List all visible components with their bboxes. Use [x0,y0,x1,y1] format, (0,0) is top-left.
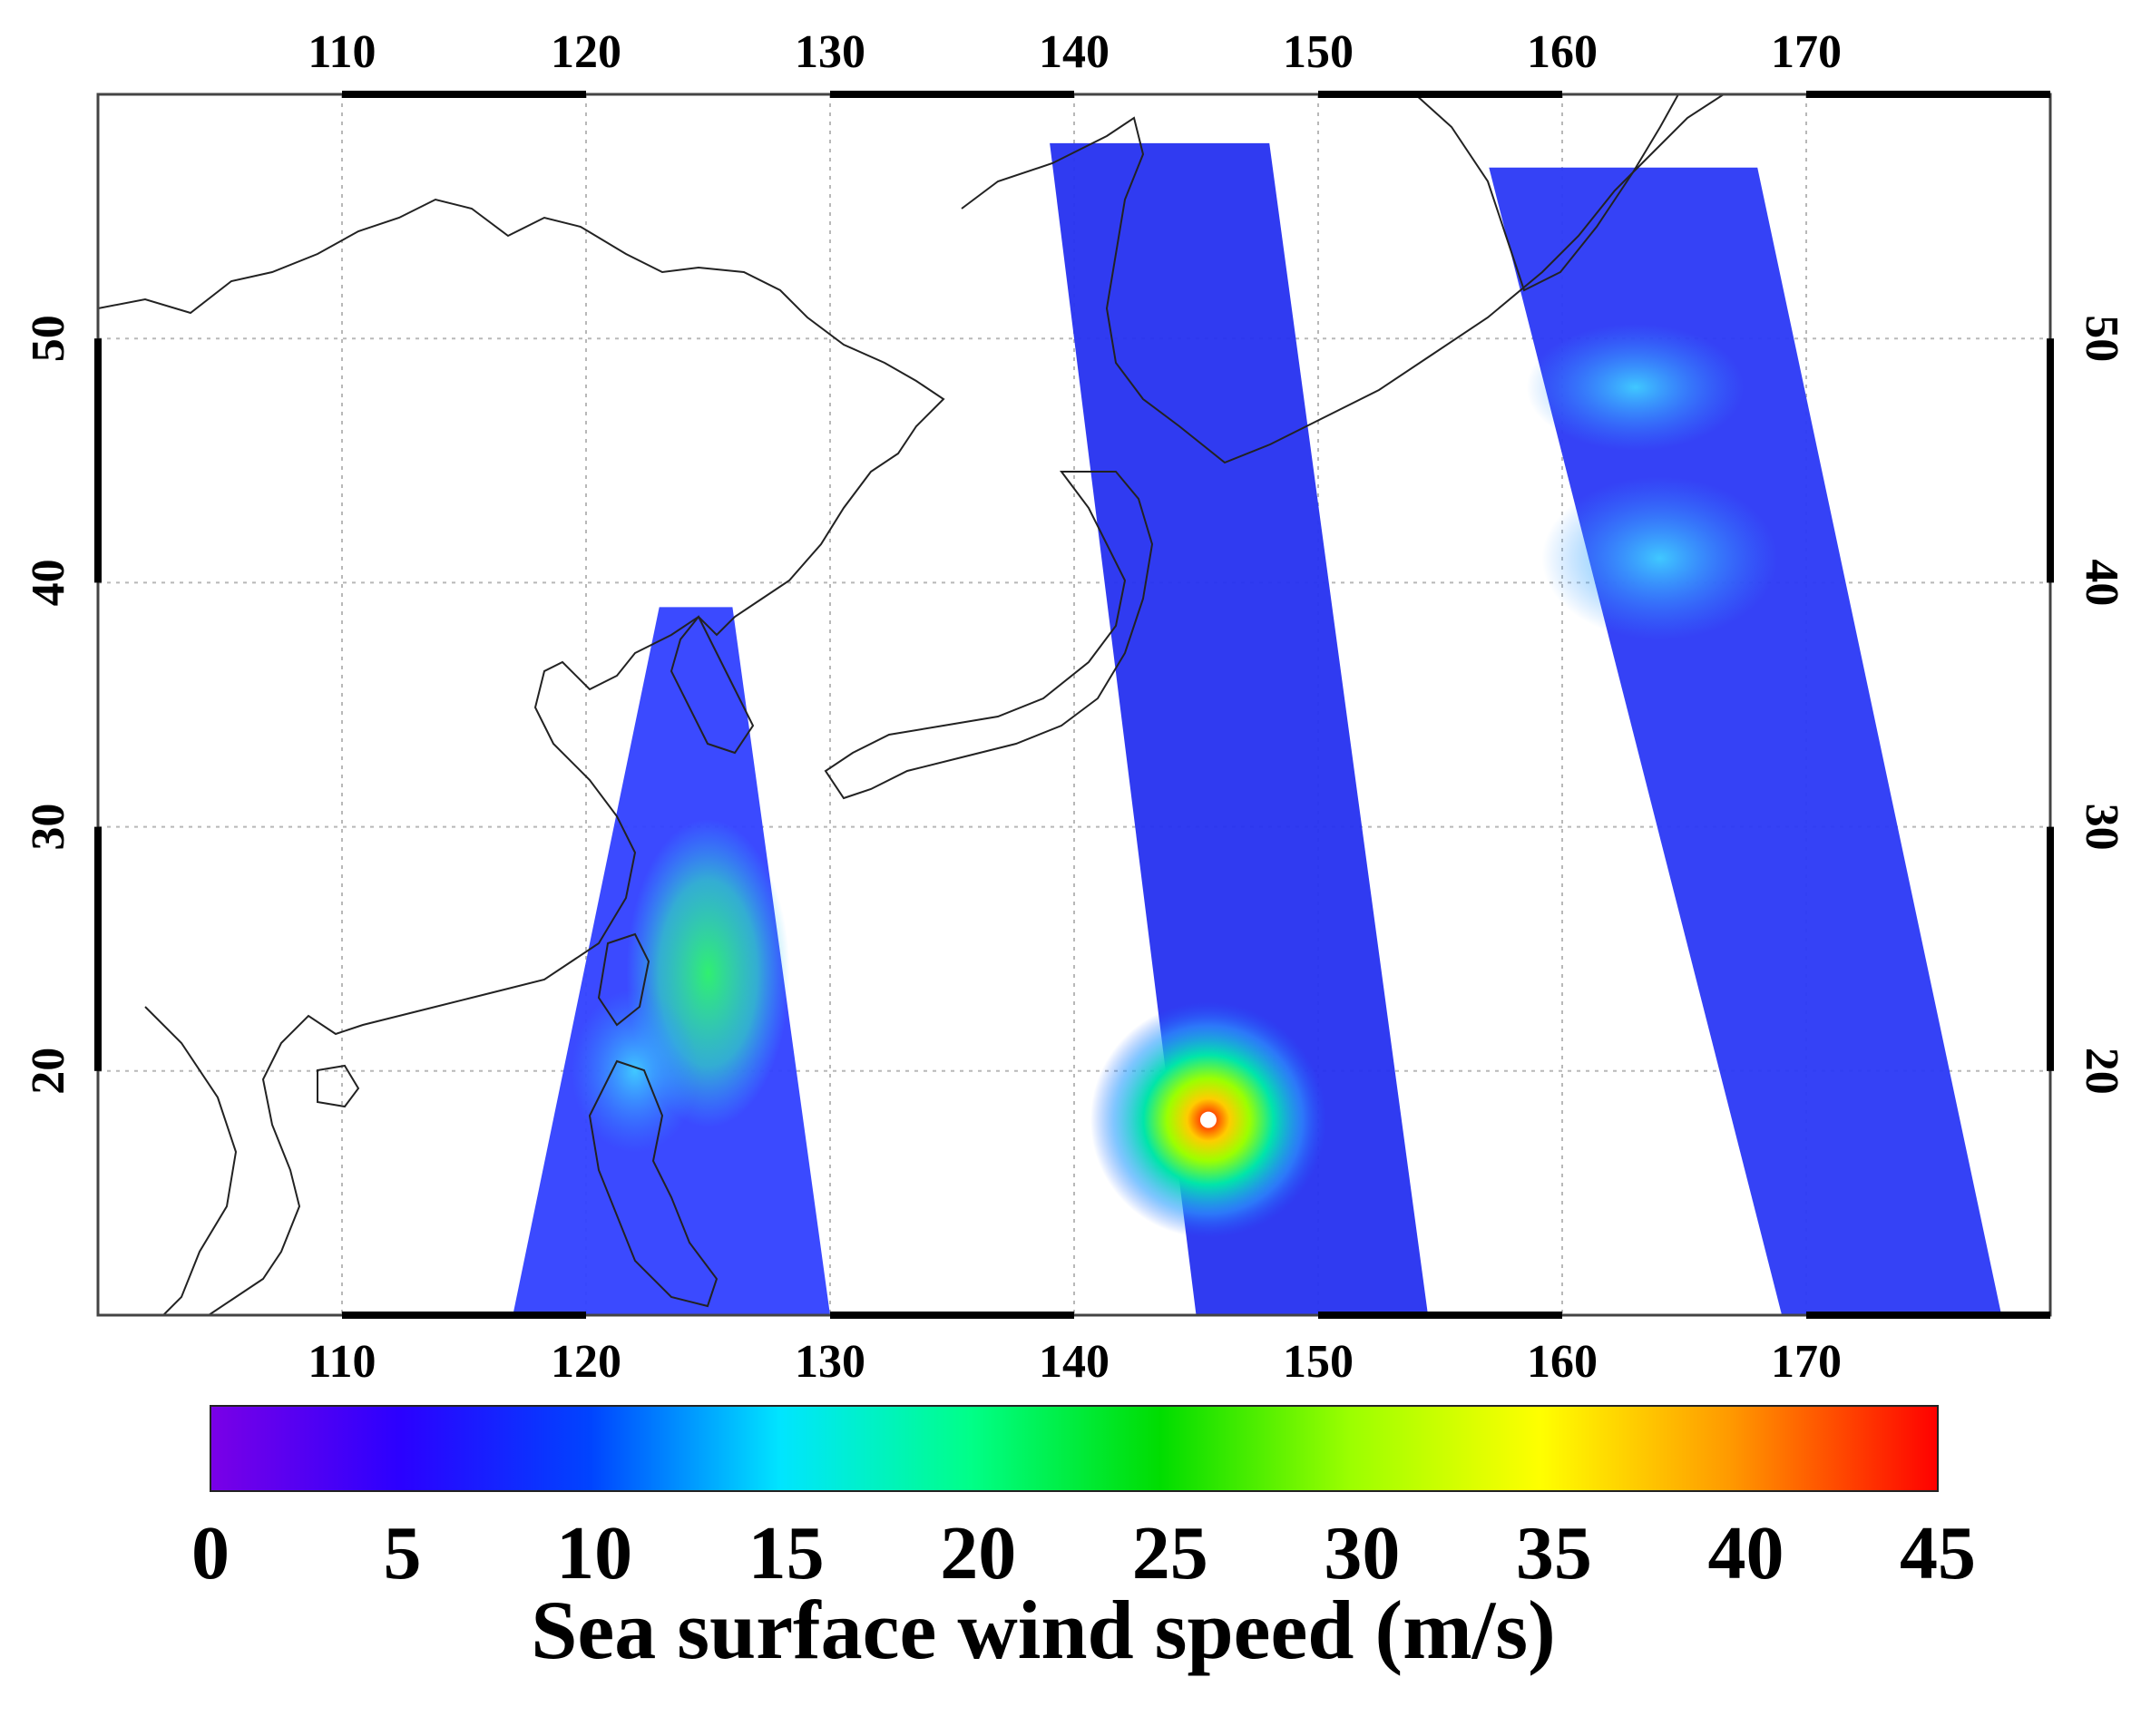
lat-tick-label: 50 [23,315,74,362]
wind-swaths [513,142,2002,1315]
japan-coastline [824,471,1154,800]
colorbar-tick-label: 10 [556,1511,632,1595]
eastern-swath [1489,167,2002,1315]
lat-labels-right: 20 30 40 50 [2076,315,2127,1095]
lat-labels-left: 20 30 40 50 [23,315,74,1095]
lon-tick-label: 150 [1283,26,1354,78]
moderate-wind-patch-northeast [1526,324,1745,452]
asia-mainland-coastline [98,198,945,1315]
lon-tick-label: 140 [1039,1336,1110,1388]
colorbar-tick-labels: 0 5 10 15 20 25 30 35 40 45 [191,1511,1976,1595]
frame-tick-bar-top [830,91,1074,98]
central-swath [1050,142,1429,1315]
colorbar-tick-label: 20 [940,1511,1016,1595]
lon-labels-bottom: 110 120 130 140 150 160 170 [308,1336,1842,1388]
sakhalin-kamchatka-coastline [961,94,1725,464]
lon-tick-label: 170 [1771,26,1842,78]
lon-tick-label: 110 [308,1336,376,1388]
frame-tick-bar-bottom [1318,1312,1562,1319]
indochina-coastline [144,1006,238,1315]
lat-tick-label: 40 [2076,559,2127,606]
lon-labels-top: 110 120 130 140 150 160 170 [308,26,1842,78]
colorbar-tick-label: 35 [1516,1511,1592,1595]
lon-tick-label: 110 [308,26,376,78]
colorbar-tick-label: 40 [1707,1511,1784,1595]
korea-coastline [670,615,755,755]
lat-tick-label: 30 [2076,804,2127,851]
colorbar [210,1405,1939,1492]
lon-tick-label: 160 [1527,1336,1598,1388]
colorbar-tick-label: 15 [748,1511,825,1595]
lat-tick-label: 50 [2076,315,2127,362]
frame-tick-bars [94,91,2054,1319]
frame-tick-bar-bottom [1806,1312,2050,1319]
moderate-wind-patch-east [1541,476,1778,640]
colorbar-tick-label: 25 [1132,1511,1208,1595]
lon-tick-label: 140 [1039,26,1110,78]
colorbar-tick-label: 30 [1324,1511,1400,1595]
frame-tick-bar-left [94,338,102,583]
alaska-coastline [1414,94,1679,292]
colorbar-tick-label: 0 [191,1511,230,1595]
taiwan-coastline [597,932,650,1027]
frame-tick-bar-right [2047,826,2054,1071]
frame-tick-bar-right [2047,338,2054,583]
lon-tick-label: 130 [795,1336,865,1388]
frame-tick-bar-left [94,826,102,1071]
frame-tick-bar-top [1318,91,1562,98]
colorbar-tick-label: 45 [1900,1511,1976,1595]
lon-tick-label: 130 [795,26,865,78]
lon-tick-label: 120 [551,26,621,78]
frame-tick-bar-top [1806,91,2050,98]
lon-tick-label: 120 [551,1336,621,1388]
lon-tick-label: 150 [1283,1336,1354,1388]
lat-tick-label: 20 [2076,1048,2127,1095]
coastlines [98,94,1725,1315]
frame-tick-bar-top [342,91,586,98]
philippines-coastline [588,1059,719,1308]
lat-tick-label: 30 [23,804,74,851]
lat-tick-label: 20 [23,1048,74,1095]
lon-tick-label: 170 [1771,1336,1842,1388]
colorbar-tick-label: 5 [384,1511,422,1595]
lon-tick-label: 160 [1527,26,1598,78]
frame-tick-bar-bottom [342,1312,586,1319]
colorbar-title: Sea surface wind speed (m/s) [531,1584,1556,1676]
frame-tick-bar-bottom [830,1312,1074,1319]
moderate-wind-patch-west [571,989,699,1153]
hainan-coastline [317,1064,360,1108]
lat-tick-label: 40 [23,559,74,606]
typhoon-eye [1199,1111,1217,1128]
